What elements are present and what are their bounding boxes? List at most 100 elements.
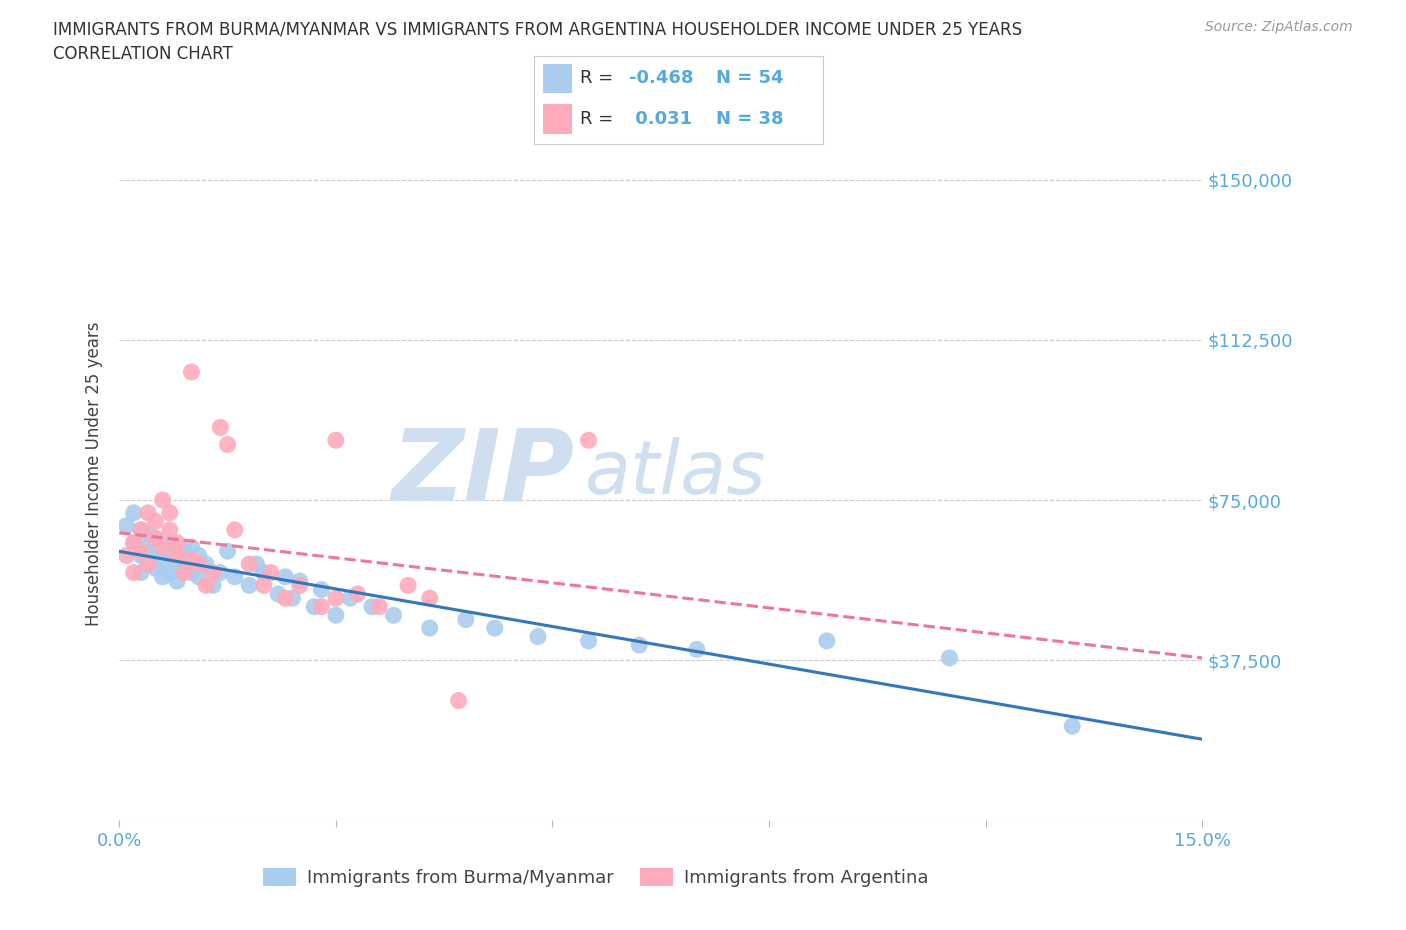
Point — [159, 548, 181, 563]
Point — [136, 505, 159, 520]
Point — [484, 620, 506, 635]
Point — [527, 630, 550, 644]
Point — [129, 523, 152, 538]
Point — [115, 518, 138, 533]
Legend: Immigrants from Burma/Myanmar, Immigrants from Argentina: Immigrants from Burma/Myanmar, Immigrant… — [256, 860, 935, 895]
Point — [217, 544, 239, 559]
Point — [325, 432, 347, 447]
Point — [180, 365, 202, 379]
Point — [173, 561, 195, 576]
Point — [253, 578, 276, 592]
FancyBboxPatch shape — [543, 64, 572, 93]
Point — [129, 548, 152, 563]
Point — [122, 505, 145, 520]
Point — [194, 578, 217, 592]
Point — [361, 599, 384, 614]
Text: N = 54: N = 54 — [716, 70, 783, 87]
Point — [1062, 719, 1084, 734]
Point — [382, 608, 405, 623]
Point — [145, 531, 167, 546]
Text: IMMIGRANTS FROM BURMA/MYANMAR VS IMMIGRANTS FROM ARGENTINA HOUSEHOLDER INCOME UN: IMMIGRANTS FROM BURMA/MYANMAR VS IMMIGRA… — [53, 20, 1022, 38]
Point — [274, 569, 297, 584]
Point — [202, 565, 225, 580]
Point — [136, 526, 159, 541]
Point — [311, 582, 333, 597]
Point — [628, 638, 651, 653]
Point — [145, 531, 167, 546]
Text: Source: ZipAtlas.com: Source: ZipAtlas.com — [1205, 20, 1353, 34]
Point — [302, 599, 325, 614]
Point — [159, 536, 181, 551]
Point — [419, 620, 441, 635]
Point — [122, 565, 145, 580]
Point — [368, 599, 391, 614]
Point — [202, 578, 225, 592]
Point — [152, 569, 174, 584]
Point — [274, 591, 297, 605]
Point — [136, 539, 159, 554]
Point — [325, 591, 347, 605]
Point — [166, 574, 188, 589]
Point — [209, 565, 232, 580]
Point — [122, 536, 145, 551]
Point — [217, 437, 239, 452]
Point — [145, 514, 167, 529]
Point — [288, 574, 311, 589]
Point — [311, 599, 333, 614]
Point — [159, 505, 181, 520]
Point — [325, 608, 347, 623]
Point — [815, 633, 838, 648]
Text: N = 38: N = 38 — [716, 110, 783, 128]
Point — [152, 539, 174, 554]
Text: atlas: atlas — [585, 437, 766, 510]
Point — [224, 569, 246, 584]
Point — [224, 523, 246, 538]
Point — [245, 556, 267, 571]
Point — [339, 591, 361, 605]
Point — [187, 548, 209, 563]
Point — [686, 642, 709, 657]
FancyBboxPatch shape — [543, 104, 572, 134]
Point — [253, 565, 276, 580]
Point — [129, 544, 152, 559]
Text: -0.468: -0.468 — [630, 70, 695, 87]
Text: CORRELATION CHART: CORRELATION CHART — [53, 45, 233, 62]
Point — [267, 587, 290, 602]
Point — [187, 569, 209, 584]
Point — [447, 693, 470, 708]
Point — [166, 556, 188, 571]
Point — [288, 578, 311, 592]
Point — [180, 552, 202, 567]
Point — [454, 612, 477, 627]
Point — [173, 565, 195, 580]
Point — [209, 420, 232, 435]
Point — [136, 556, 159, 571]
Y-axis label: Householder Income Under 25 years: Householder Income Under 25 years — [86, 321, 103, 626]
Point — [238, 556, 260, 571]
Point — [281, 591, 304, 605]
Point — [194, 556, 217, 571]
Point — [166, 536, 188, 551]
Text: 0.031: 0.031 — [630, 110, 693, 128]
Text: R =: R = — [581, 70, 620, 87]
Point — [938, 650, 960, 665]
Text: ZIP: ZIP — [391, 425, 574, 522]
Point — [578, 633, 600, 648]
Text: R =: R = — [581, 110, 620, 128]
Point — [152, 539, 174, 554]
Point — [129, 523, 152, 538]
Point — [180, 565, 202, 580]
Point — [238, 578, 260, 592]
Point — [187, 556, 209, 571]
Point — [152, 493, 174, 508]
Point — [396, 578, 419, 592]
Point — [419, 591, 441, 605]
Point — [145, 544, 167, 559]
Point — [260, 565, 283, 580]
Point — [173, 544, 195, 559]
Point — [152, 552, 174, 567]
Point — [145, 561, 167, 576]
Point — [166, 548, 188, 563]
Point — [129, 565, 152, 580]
Point — [136, 556, 159, 571]
